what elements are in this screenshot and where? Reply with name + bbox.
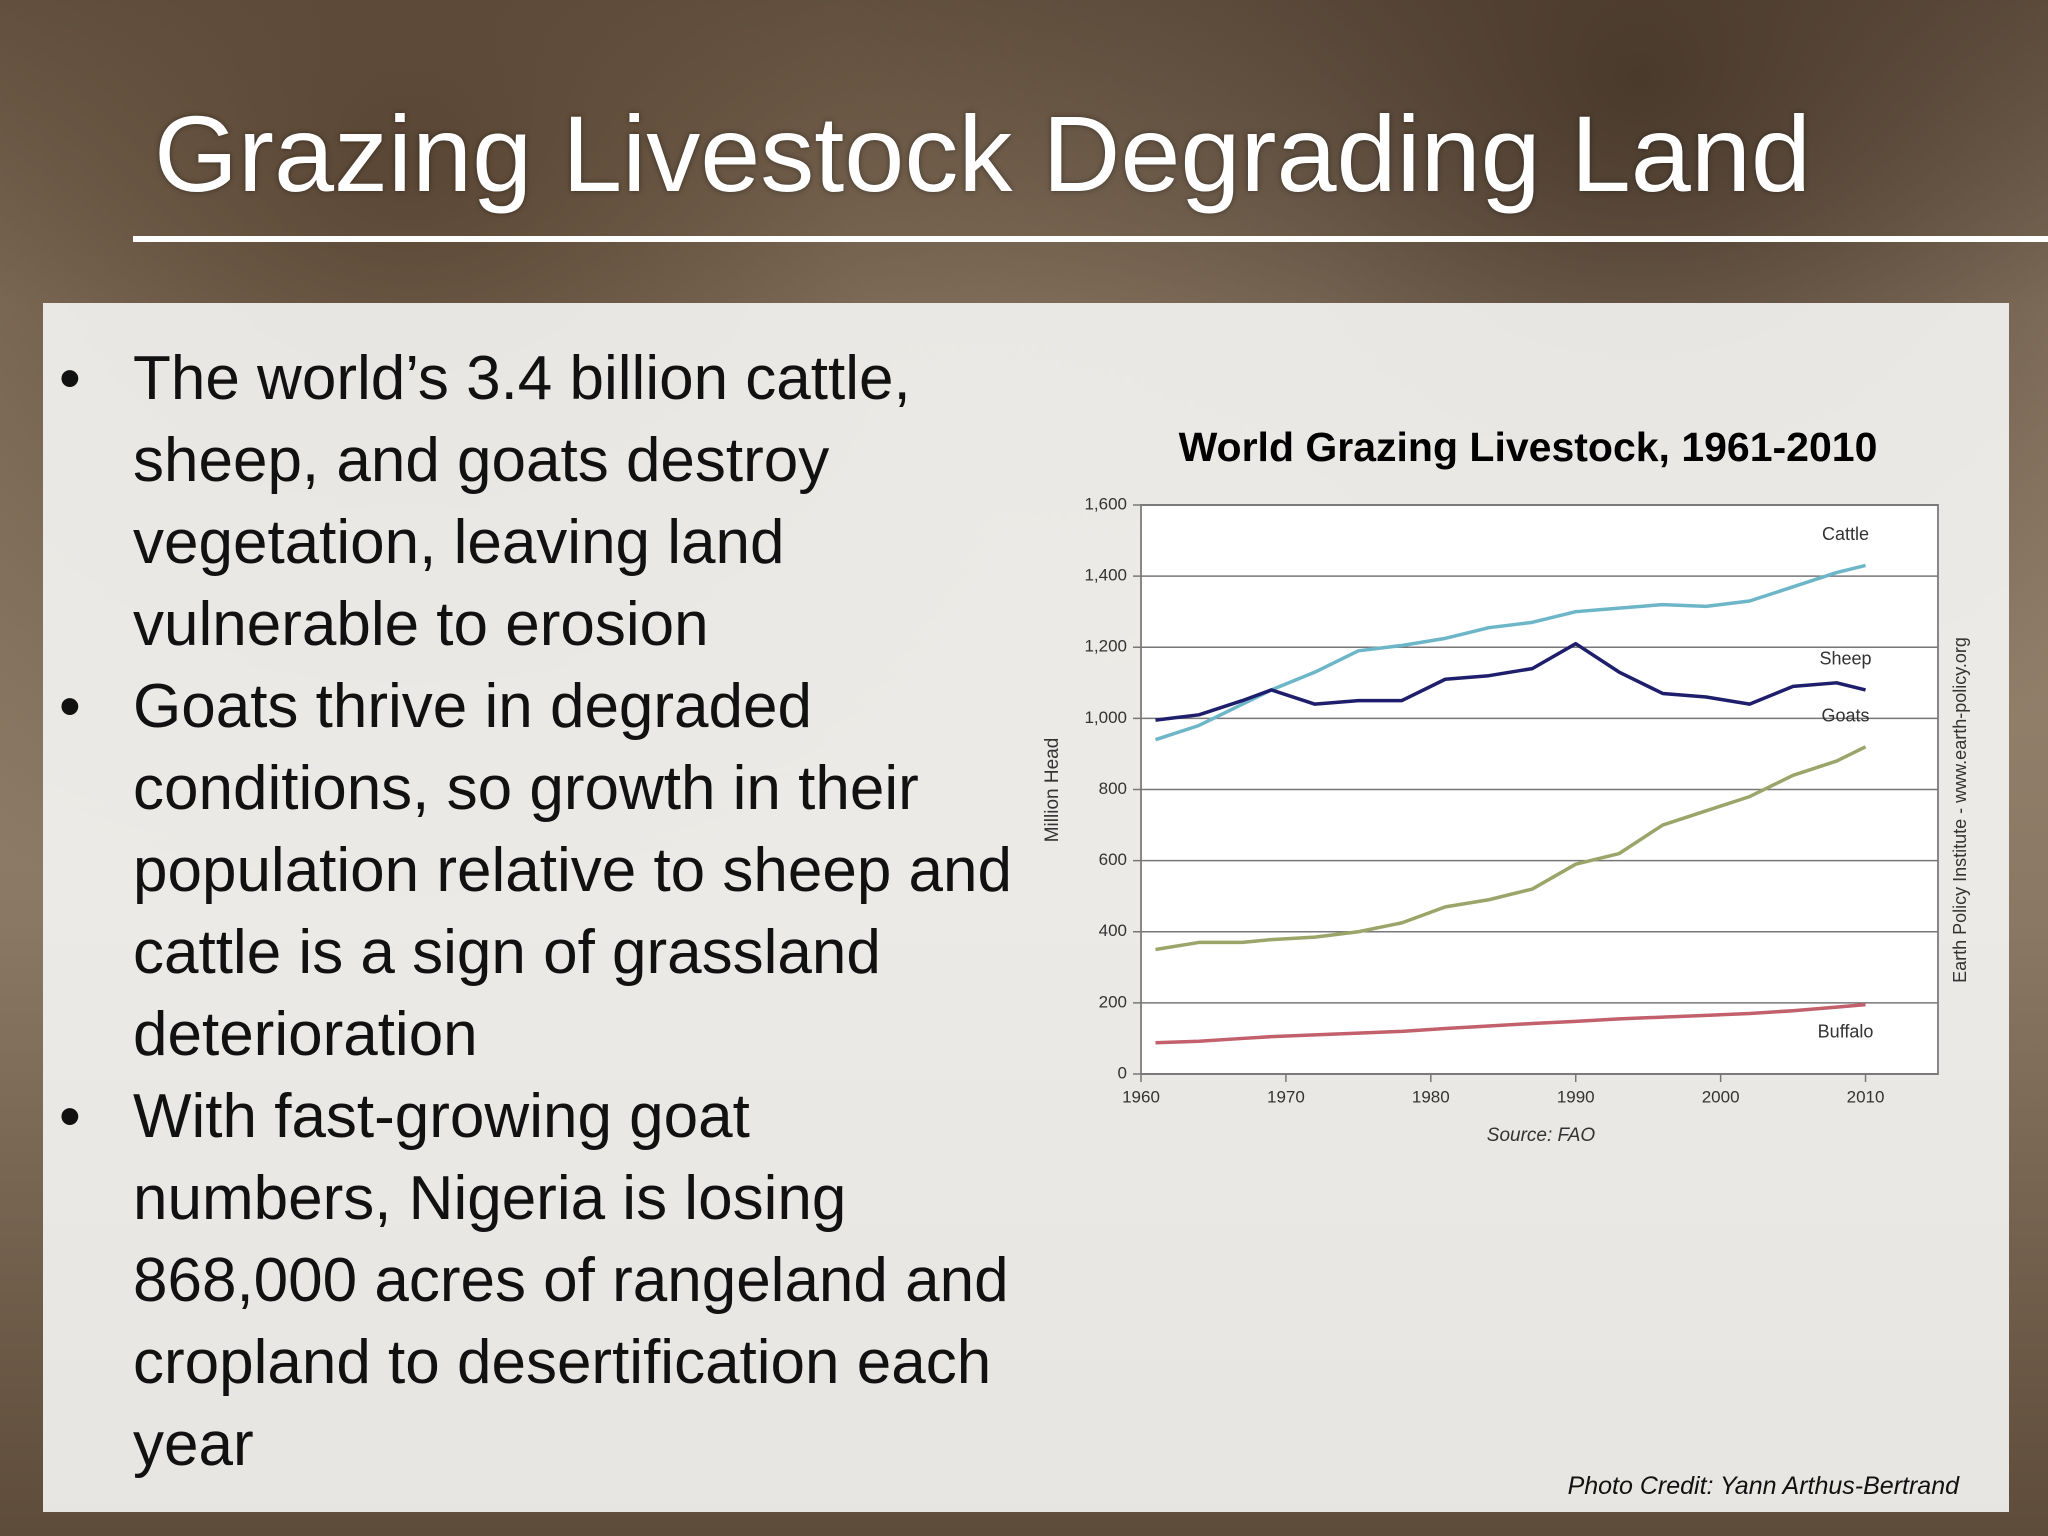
bullet: The world’s 3.4 billion cattle, sheep, a…	[59, 338, 1013, 666]
x-tick-label: 1970	[1267, 1087, 1305, 1106]
side-note: Earth Policy Institute - www.earth-polic…	[1950, 637, 1970, 983]
x-tick-label: 2000	[1702, 1087, 1740, 1106]
y-tick-label: 800	[1099, 779, 1127, 798]
x-tick-label: 1960	[1122, 1087, 1160, 1106]
y-tick-label: 1,200	[1084, 637, 1127, 656]
x-tick-label: 1990	[1557, 1087, 1595, 1106]
slide-title: Grazing Livestock Degrading Land	[154, 93, 1811, 214]
bullet-list: The world’s 3.4 billion cattle, sheep, a…	[59, 338, 1013, 1486]
y-tick-label: 600	[1099, 850, 1127, 869]
series-line	[1155, 745, 1867, 952]
y-tick-label: 1,400	[1084, 566, 1127, 585]
series-line	[1155, 641, 1866, 722]
series-label: Goats	[1822, 706, 1870, 726]
chart-source: Source: FAO	[1487, 1125, 1596, 1146]
y-tick-label: 200	[1099, 992, 1127, 1011]
x-tick-label: 2010	[1847, 1087, 1885, 1106]
bullet: Goats thrive in degraded conditions, so …	[59, 666, 1013, 1076]
bullet: With fast-growing goat numbers, Nigeria …	[59, 1076, 1013, 1486]
series-label: Sheep	[1820, 649, 1872, 669]
y-tick-label: 1,600	[1084, 494, 1127, 513]
series-line	[1155, 1002, 1866, 1045]
y-tick-label: 400	[1099, 921, 1127, 940]
series-label: Buffalo	[1818, 1021, 1874, 1041]
series-label: Cattle	[1822, 524, 1869, 544]
y-tick-label: 1,000	[1084, 708, 1127, 727]
title-rule	[133, 236, 2048, 242]
y-axis-label: Million Head	[1042, 738, 1063, 843]
x-tick-label: 1980	[1412, 1087, 1450, 1106]
chart-title: World Grazing Livestock, 1961-2010	[1179, 424, 1878, 470]
y-tick-label: 0	[1118, 1063, 1127, 1082]
photo-credit: Photo Credit: Yann Arthus-Bertrand	[1567, 1472, 1959, 1500]
